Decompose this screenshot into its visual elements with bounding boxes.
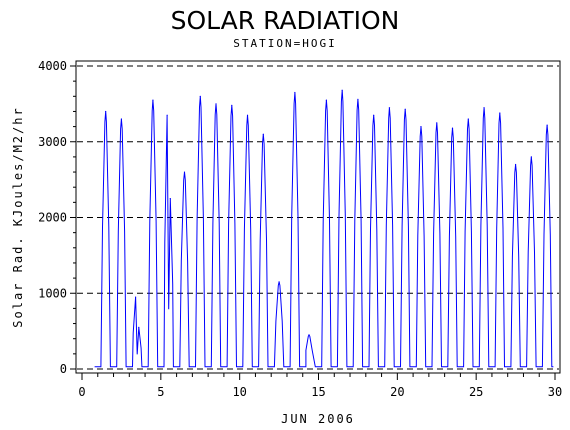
data-point	[278, 281, 280, 283]
data-point	[499, 112, 501, 114]
data-point	[373, 114, 375, 116]
data-point	[404, 108, 406, 110]
y-tick-label: 0	[60, 362, 67, 376]
data-point	[451, 127, 454, 129]
data-point	[183, 171, 186, 173]
y-tick-label: 2000	[38, 211, 67, 225]
x-axis-label: JUN 2006	[281, 412, 355, 426]
data-point	[199, 95, 201, 97]
data-point	[105, 110, 107, 113]
data-point	[467, 118, 469, 120]
data-point	[341, 89, 343, 91]
data-point	[514, 163, 517, 166]
y-tick-label: 4000	[38, 59, 67, 73]
data-point	[388, 107, 391, 109]
data-point	[357, 98, 359, 100]
data-point	[152, 99, 154, 101]
data-point	[215, 103, 217, 105]
data-point	[420, 126, 422, 128]
x-tick-label: 10	[232, 385, 246, 399]
y-axis: 0 1000 2000 3000 4000	[38, 59, 76, 376]
data-point	[308, 334, 310, 336]
data-point	[530, 156, 532, 158]
data-point	[231, 104, 233, 106]
chart-title: SOLAR RADIATION	[170, 6, 400, 35]
data-point	[246, 114, 249, 116]
x-tick-label: 30	[548, 385, 562, 399]
data-point	[138, 326, 140, 328]
series-line	[94, 90, 554, 368]
data-point	[120, 118, 123, 120]
data-point	[546, 124, 548, 126]
y-tick-label: 1000	[38, 286, 67, 300]
grid-lines	[77, 65, 559, 370]
x-tick-label: 15	[311, 385, 325, 399]
data-point	[166, 114, 168, 116]
series-layer	[94, 89, 554, 368]
x-tick-label: 5	[157, 385, 164, 399]
chart-subtitle: STATION=HOGI	[233, 37, 337, 50]
data-point	[436, 122, 438, 124]
data-point	[262, 133, 264, 135]
data-point	[325, 99, 327, 101]
x-tick-label: 20	[390, 385, 404, 399]
x-tick-label: 0	[78, 385, 85, 399]
data-point	[294, 91, 296, 94]
data-point	[169, 197, 171, 200]
data-point	[483, 107, 485, 109]
x-tick-label: 25	[469, 385, 483, 399]
x-axis: 0 5 10 15 20 25 30	[78, 373, 562, 399]
y-tick-label: 3000	[38, 135, 67, 149]
data-point	[135, 296, 137, 298]
y-axis-label: Solar Rad. KJoules/M2/hr	[11, 106, 25, 327]
